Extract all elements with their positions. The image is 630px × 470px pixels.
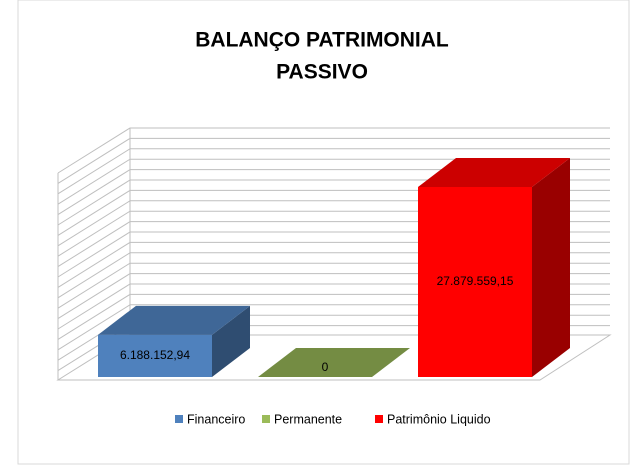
bar-top (98, 305, 250, 335)
legend-label: Financeiro (187, 412, 245, 426)
chart-title: BALANÇO PATRIMONIAL (195, 29, 449, 52)
chart-title: PASSIVO (276, 61, 368, 84)
bar-front (418, 187, 532, 377)
bar-side (212, 305, 250, 377)
legend-label: Patrimônio Liquido (387, 412, 491, 426)
legend-swatch (262, 415, 270, 423)
legend-swatch (175, 415, 183, 423)
legend-label: Permanente (274, 412, 342, 426)
bar-top (418, 158, 570, 187)
bar-top (258, 348, 410, 377)
bar-front (98, 334, 212, 377)
legend-swatch (375, 415, 383, 423)
value-label: 0 (322, 360, 329, 374)
value-label: 6.188.152,94 (120, 348, 190, 362)
bar-side (532, 158, 570, 377)
value-label: 27.879.559,15 (437, 274, 514, 288)
